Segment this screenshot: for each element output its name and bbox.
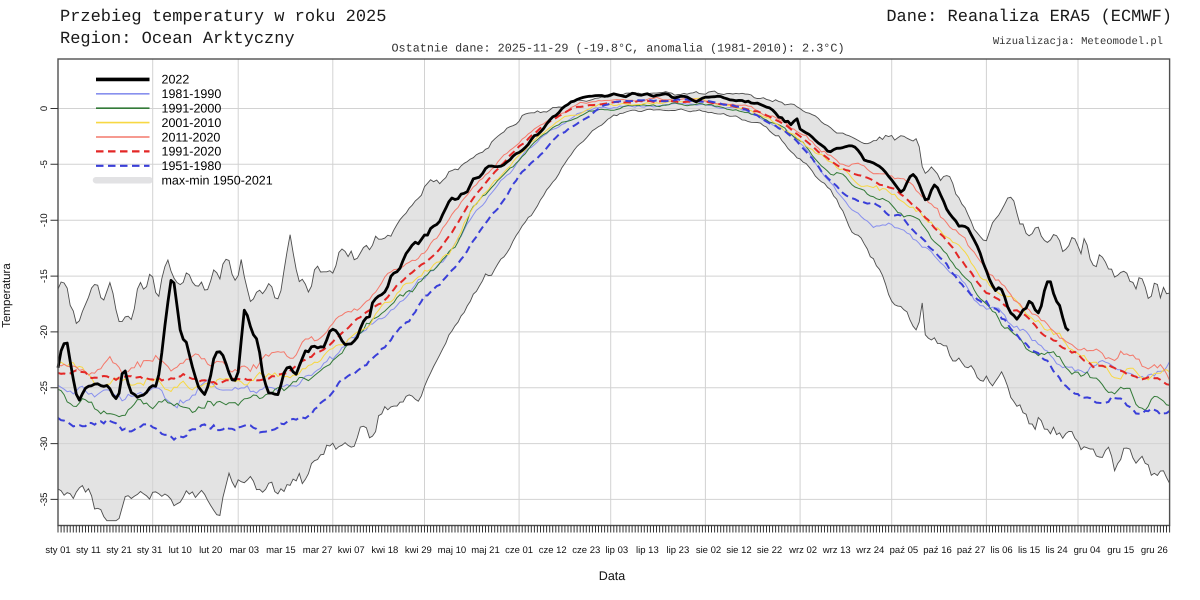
- svg-text:kwi 18: kwi 18: [371, 545, 398, 556]
- svg-text:lut 10: lut 10: [169, 545, 192, 556]
- svg-text:wrz 24: wrz 24: [855, 545, 884, 556]
- svg-text:lis 24: lis 24: [1046, 545, 1068, 556]
- svg-text:2011-2020: 2011-2020: [162, 130, 221, 144]
- svg-text:-30: -30: [39, 437, 50, 451]
- svg-text:mar 27: mar 27: [303, 545, 333, 556]
- svg-text:maj 21: maj 21: [471, 545, 500, 556]
- svg-text:max-min 1950-2021: max-min 1950-2021: [162, 174, 273, 188]
- svg-text:kwi 29: kwi 29: [405, 545, 432, 556]
- svg-text:mar 15: mar 15: [266, 545, 296, 556]
- svg-text:-20: -20: [39, 325, 50, 339]
- svg-text:2001-2010: 2001-2010: [162, 116, 222, 130]
- svg-text:Przebieg temperatury w roku 20: Przebieg temperatury w roku 2025: [60, 8, 386, 27]
- svg-text:cze 12: cze 12: [539, 545, 567, 556]
- svg-text:sie 12: sie 12: [726, 545, 751, 556]
- svg-text:sie 22: sie 22: [757, 545, 782, 556]
- svg-text:1951-1980: 1951-1980: [162, 159, 222, 173]
- svg-text:1991-2020: 1991-2020: [162, 145, 222, 159]
- svg-text:Data: Data: [599, 569, 625, 583]
- svg-text:Region: Ocean Arktyczny: Region: Ocean Arktyczny: [60, 30, 295, 49]
- svg-text:Ostatnie dane: 2025-11-29 (-19: Ostatnie dane: 2025-11-29 (-19.8°C, anom…: [391, 42, 844, 56]
- svg-text:Wizualizacja: Meteomodel.pl: Wizualizacja: Meteomodel.pl: [993, 36, 1163, 48]
- svg-text:-25: -25: [39, 381, 50, 395]
- svg-text:sty 11: sty 11: [76, 545, 101, 556]
- svg-text:-10: -10: [39, 213, 50, 227]
- svg-text:lut 20: lut 20: [199, 545, 222, 556]
- svg-text:Dane: Reanaliza ERA5 (ECMWF): Dane: Reanaliza ERA5 (ECMWF): [886, 8, 1172, 27]
- svg-text:lis 06: lis 06: [991, 545, 1013, 556]
- svg-text:Temperatura: Temperatura: [1, 263, 13, 328]
- svg-text:sty 21: sty 21: [106, 545, 131, 556]
- svg-text:gru 26: gru 26: [1141, 545, 1168, 556]
- svg-text:sty 31: sty 31: [137, 545, 162, 556]
- svg-text:2022: 2022: [162, 73, 190, 87]
- svg-text:lip 23: lip 23: [667, 545, 690, 556]
- svg-text:-15: -15: [39, 269, 50, 283]
- svg-text:kwi 07: kwi 07: [338, 545, 365, 556]
- svg-text:paź 05: paź 05: [890, 545, 919, 556]
- svg-text:lip 13: lip 13: [636, 545, 659, 556]
- svg-text:gru 04: gru 04: [1074, 545, 1101, 556]
- svg-text:paź 16: paź 16: [923, 545, 952, 556]
- svg-text:1981-1990: 1981-1990: [162, 87, 222, 101]
- svg-text:-5: -5: [39, 160, 50, 168]
- svg-text:gru 15: gru 15: [1107, 545, 1134, 556]
- svg-text:maj 10: maj 10: [438, 545, 467, 556]
- svg-text:1991-2000: 1991-2000: [162, 102, 222, 116]
- svg-text:0: 0: [39, 106, 50, 111]
- svg-text:cze 01: cze 01: [505, 545, 533, 556]
- svg-text:sie 02: sie 02: [696, 545, 721, 556]
- svg-text:-35: -35: [39, 493, 50, 507]
- svg-text:wrz 13: wrz 13: [822, 545, 851, 556]
- svg-text:wrz 02: wrz 02: [788, 545, 817, 556]
- svg-text:mar 03: mar 03: [230, 545, 260, 556]
- svg-text:lip 03: lip 03: [605, 545, 628, 556]
- svg-text:cze 23: cze 23: [572, 545, 600, 556]
- svg-text:sty 01: sty 01: [45, 545, 70, 556]
- svg-text:paź 27: paź 27: [957, 545, 986, 556]
- svg-text:lis 15: lis 15: [1018, 545, 1040, 556]
